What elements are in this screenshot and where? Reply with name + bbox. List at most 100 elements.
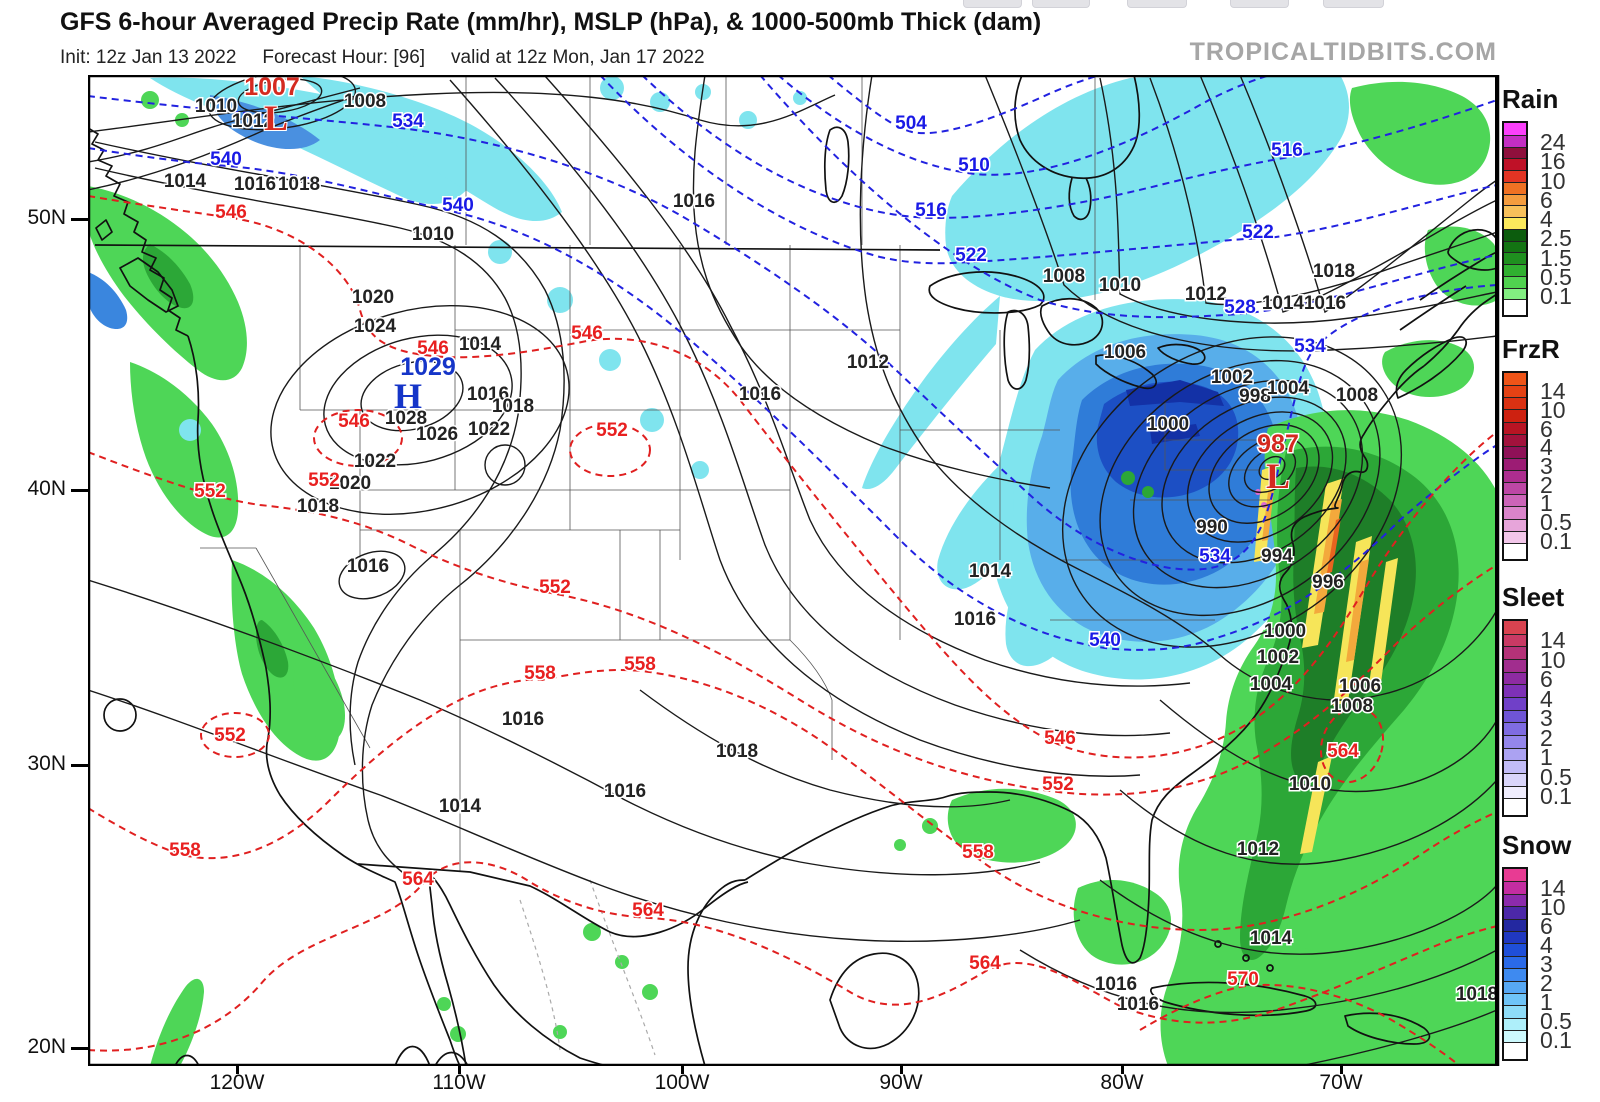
colorbar-label: 6 xyxy=(1540,186,1553,213)
mslp-label: 996 xyxy=(1312,572,1344,593)
colorbar-segment xyxy=(1504,621,1526,634)
mslp-label: 1016 xyxy=(1117,994,1159,1015)
colorbar-segment xyxy=(1504,918,1526,931)
colorbar-segment xyxy=(1504,123,1526,135)
mslp-label: 1016 xyxy=(1095,974,1137,995)
valid-time: valid at 12z Mon, Jan 17 2022 xyxy=(451,47,705,68)
mexico-dashed-borders xyxy=(519,879,656,1056)
colorbar-label: 3 xyxy=(1540,453,1553,479)
legend-rain-title: Rain xyxy=(1502,84,1559,114)
colorbar-segment xyxy=(1504,421,1526,434)
colorbar-label: 6 xyxy=(1540,666,1553,693)
colorbar-segment xyxy=(1504,955,1526,969)
colorbar-segment xyxy=(1504,457,1526,470)
mslp-label: 1010 xyxy=(195,96,237,117)
thickness-label-red: 552 xyxy=(539,577,571,598)
colorbar-label: 1 xyxy=(1540,490,1553,517)
mslp-label: 1012 xyxy=(847,352,889,373)
thickness-label-red: 564 xyxy=(632,900,664,921)
colorbar-label: 1 xyxy=(1540,989,1553,1016)
thickness-label-blue: 522 xyxy=(1242,222,1274,243)
colorbar-segment xyxy=(1504,968,1526,981)
lon-label: 90W xyxy=(879,1071,923,1094)
colorbar-segment xyxy=(1504,134,1526,147)
colorbar-segment xyxy=(1504,684,1526,697)
colorbar-segment xyxy=(1504,696,1526,710)
pressure-center-value: 1029 xyxy=(400,353,456,381)
isobars xyxy=(88,75,1498,1066)
legend-rain-colorbar xyxy=(1502,121,1528,317)
colorbar-segment xyxy=(1504,506,1526,519)
thickness-label-red: 558 xyxy=(169,840,201,861)
mslp-label: 1016 xyxy=(502,709,544,730)
mslp-label: 1008 xyxy=(1336,385,1378,406)
mslp-label: 1018 xyxy=(1313,261,1355,282)
colorbar-label: 10 xyxy=(1540,397,1566,424)
lon-label: 80W xyxy=(1100,1071,1144,1094)
lon-tick xyxy=(681,1066,684,1074)
mslp-label: 994 xyxy=(1261,546,1293,567)
legend-sleet-colorbar xyxy=(1502,619,1528,817)
colorbar-segment xyxy=(1504,906,1526,919)
thickness-label-blue: 516 xyxy=(1271,140,1303,161)
legend-frzr-colorbar xyxy=(1502,371,1528,561)
thickness-label-blue: 534 xyxy=(1199,546,1231,567)
colorbar-label: 14 xyxy=(1540,874,1566,901)
legend-snow: Snow 14 10 6 4 3 2 1 0.5 0.1 xyxy=(1502,830,1598,1061)
colorbar-label: 10 xyxy=(1540,893,1566,920)
colorbar-label: 6 xyxy=(1540,415,1553,442)
colorbar-segment xyxy=(1504,275,1526,288)
thickness-label-red: 564 xyxy=(1327,741,1359,762)
mslp-label: 1012 xyxy=(1237,839,1279,860)
browser-tab-stub[interactable] xyxy=(963,0,1022,8)
colorbar-segment xyxy=(1504,228,1526,241)
mslp-label: 1018 xyxy=(297,496,339,517)
thickness-label-red: 558 xyxy=(962,842,994,863)
browser-tab-stub[interactable] xyxy=(1230,0,1289,8)
colorbar-segment xyxy=(1504,146,1526,159)
colorbar-label: 4 xyxy=(1540,685,1553,712)
chart-subtitle: Init: 12z Jan 13 2022 Forecast Hour: [96]… xyxy=(60,47,731,69)
thickness-label-red: 552 xyxy=(1042,774,1074,795)
colorbar-segment xyxy=(1504,772,1526,786)
thickness-label-red: 552 xyxy=(308,470,340,491)
mslp-label: 1008 xyxy=(1043,266,1085,287)
colorbar-segment xyxy=(1504,299,1526,311)
mslp-label: 1016 xyxy=(954,609,996,630)
colorbar-label: 1.5 xyxy=(1540,244,1572,271)
colorbar-label: 0.1 xyxy=(1540,783,1572,810)
mslp-label: 1020 xyxy=(352,287,394,308)
thickness-label-red: 552 xyxy=(596,420,628,441)
mslp-label: 1014 xyxy=(459,334,502,355)
mslp-label: 1008 xyxy=(344,91,386,112)
thickness-label-red: 558 xyxy=(524,663,556,684)
colorbar-segment xyxy=(1504,722,1526,735)
lat-tick xyxy=(71,218,88,221)
thickness-label-red: 570 xyxy=(1227,969,1259,990)
colorbar-label: 10 xyxy=(1540,167,1566,194)
thickness-label-red: 546 xyxy=(1044,728,1076,749)
mslp-label: 1006 xyxy=(1104,342,1146,363)
thickness-contours-blue xyxy=(88,75,1498,651)
colorbar-segment xyxy=(1504,470,1526,483)
colorbar-label: 2 xyxy=(1540,970,1553,997)
chart-title: GFS 6-hour Averaged Precip Rate (mm/hr),… xyxy=(60,8,1042,36)
colorbar-label: 0.5 xyxy=(1540,263,1572,290)
mslp-label: 1010 xyxy=(1099,275,1141,296)
colorbar-segment xyxy=(1504,893,1526,907)
browser-tab-stub[interactable] xyxy=(1127,0,1187,8)
browser-tab-stub[interactable] xyxy=(1323,0,1384,8)
colorbar-segment xyxy=(1504,671,1526,685)
browser-tab-stub[interactable] xyxy=(1032,0,1090,8)
colorbar-segment xyxy=(1504,409,1526,422)
mslp-label: 1014 xyxy=(439,796,482,817)
colorbar-segment xyxy=(1504,433,1526,446)
colorbar-label: 2 xyxy=(1540,724,1553,751)
colorbar-segment xyxy=(1504,385,1526,398)
legend-snow-title: Snow xyxy=(1502,830,1572,860)
colorbar-segment xyxy=(1504,373,1526,386)
colorbar-segment xyxy=(1504,930,1526,944)
lon-label: 120W xyxy=(209,1071,265,1094)
mslp-label: 1014 xyxy=(164,171,207,192)
